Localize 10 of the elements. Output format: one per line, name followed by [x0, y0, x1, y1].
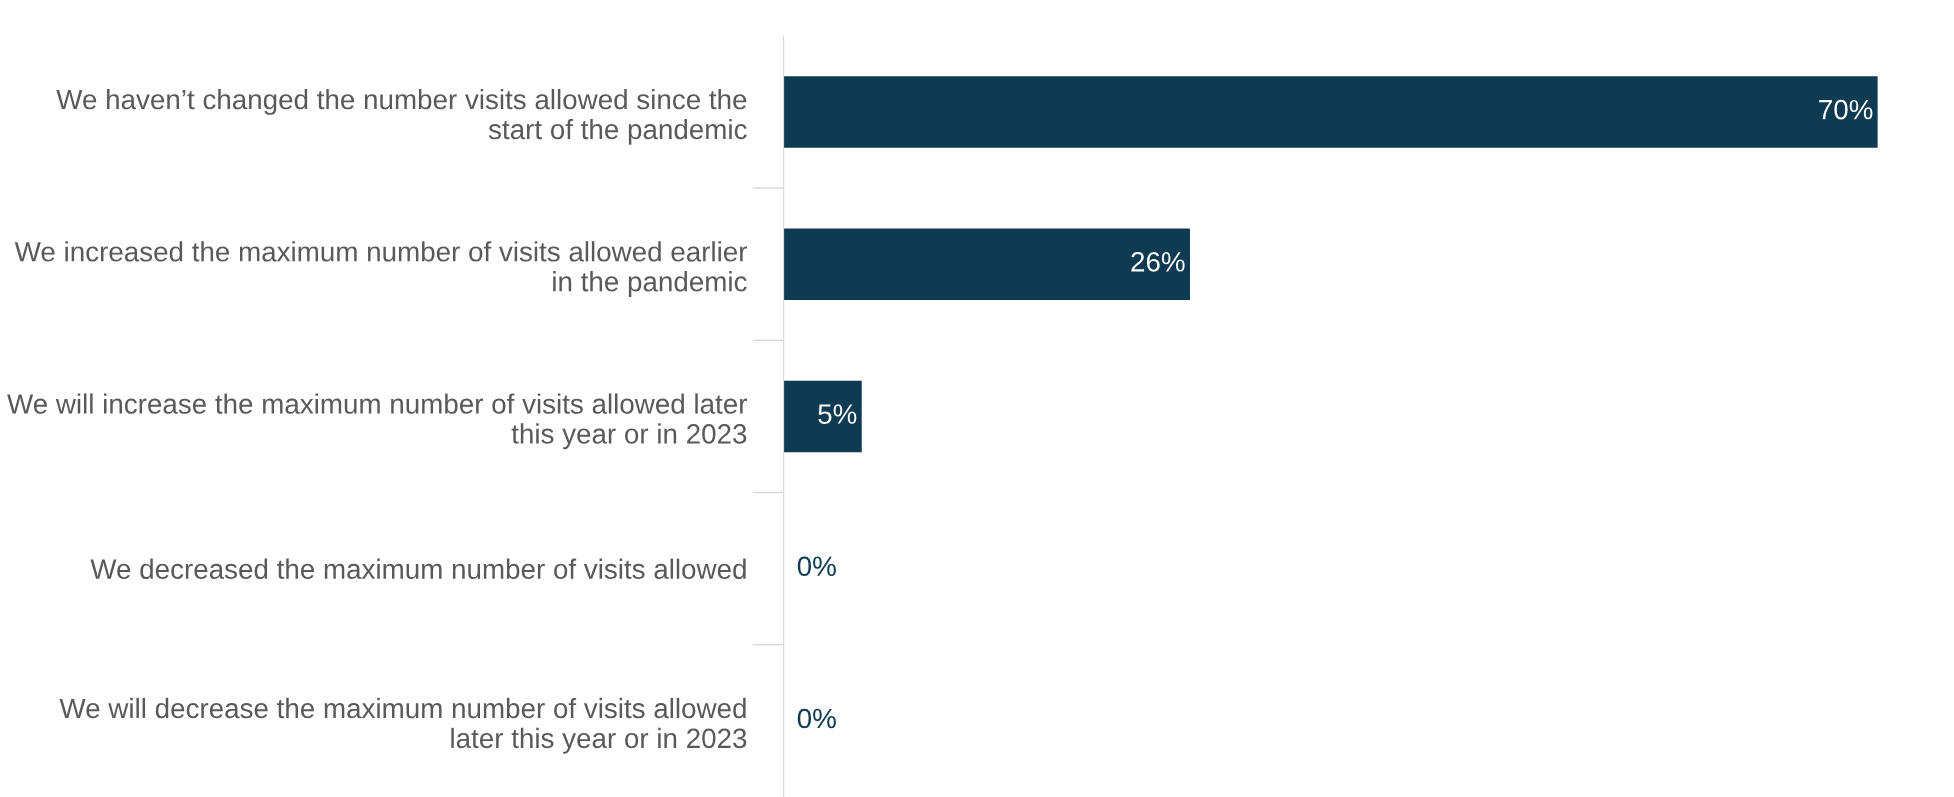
data-label: 0%	[797, 556, 836, 577]
data-label: 70%	[1819, 99, 1873, 120]
data-label: 5%	[818, 404, 857, 424]
y-tick-label: We haven’t changed the number visits allowed since the start of the pandemic	[56, 88, 747, 145]
data-label: 26%	[1131, 251, 1185, 272]
y-tick-label: We will increase the maximum number of visits allowed later this year or in 2023	[7, 393, 748, 450]
y-tick-label: We will decrease the maximum number of visits allowed later this year or in 2023	[59, 697, 747, 754]
y-tick-label: We decreased the maximum number of visits allowed	[90, 558, 746, 579]
data-label: 0%	[797, 708, 836, 729]
y-tick-label: We increased the maximum number of visits allowed earlier in the pandemic	[14, 241, 748, 298]
